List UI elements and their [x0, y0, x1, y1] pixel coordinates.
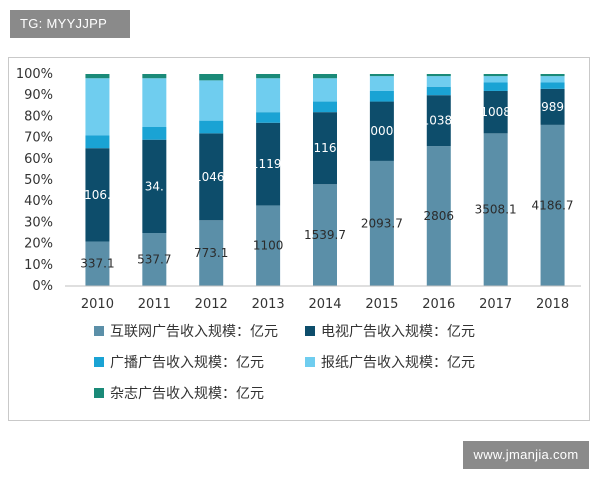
bar-segment-2012-s2 [199, 133, 224, 221]
chart-frame: 0% 10% 20% 30% 40% 50% 60% 70% 80% 90% 100% 337.1 10… [8, 57, 590, 421]
bar-segment-2017-s4 [483, 76, 508, 83]
data-label-2016-s1: 2806 [424, 209, 455, 223]
bar-segment-2011-s2 [142, 139, 167, 233]
data-label-2017-s2: 1008 [480, 105, 511, 119]
data-label-2010-s1: 337.1 [80, 257, 114, 271]
y-tick-label: 50% [24, 173, 53, 188]
data-label-2014-s1: 1539.7 [304, 228, 346, 242]
bar-segment-2011-s3 [142, 127, 167, 140]
data-label-2018-s2: 989 [541, 100, 564, 114]
bar-segment-2012-s5 [199, 74, 224, 81]
bar-segment-2018-s1 [540, 124, 565, 286]
bar-segment-2017-s5 [483, 74, 508, 77]
x-tick-label: 2018 [536, 297, 569, 312]
bar-segment-2013-s5 [256, 74, 281, 79]
x-tick-label: 2015 [365, 297, 398, 312]
bar-segment-2018-s5 [540, 74, 565, 77]
bar-segment-2015-s1 [369, 160, 394, 286]
bar-segment-2010-s5 [85, 74, 110, 79]
bar-segment-2014-s3 [313, 101, 337, 113]
data-label-2017-s1: 3508.1 [475, 203, 517, 217]
watermark-tg: TG: MYYJJPP [10, 10, 130, 38]
y-tick-label: 70% [24, 131, 53, 146]
bar-segment-2016-s2 [426, 95, 451, 147]
bar-segment-2017-s1 [483, 133, 508, 286]
data-label-2012-s1: 773.1 [194, 246, 228, 260]
bar-segment-2018-s4 [540, 76, 565, 83]
y-tick-label: 90% [24, 88, 53, 103]
bar-segment-2018-s2 [540, 88, 565, 125]
bar-segment-2010-s3 [85, 135, 110, 149]
data-label-2016-s2: 1038. [422, 114, 456, 128]
bar-segment-2016-s3 [426, 86, 451, 96]
x-tick-label: 2011 [138, 297, 171, 312]
bar-segment-2011-s4 [142, 78, 167, 127]
watermark-site: www.jmanjia.com [463, 441, 589, 469]
legend-label-s2: 电视广告收入规模：亿元 [321, 324, 475, 340]
x-tick-label: 2013 [252, 297, 285, 312]
data-label-2012-s2: 1046. [194, 170, 228, 184]
y-tick-label: 60% [24, 152, 53, 167]
y-tick-label: 80% [24, 109, 53, 124]
bar-segment-2012-s1 [199, 220, 224, 286]
x-tick-label: 2016 [422, 297, 455, 312]
legend-swatch-s4 [305, 357, 315, 367]
bar-segment-2017-s3 [483, 82, 508, 91]
x-tick-label: 2012 [195, 297, 228, 312]
bar-segment-2010-s4 [85, 78, 110, 136]
legend-swatch-s1 [94, 326, 104, 336]
x-tick-label: 2010 [81, 297, 114, 312]
bar-segment-2013-s4 [256, 78, 281, 113]
legend-swatch-s2 [305, 326, 315, 336]
bar-segment-2012-s3 [199, 120, 224, 134]
y-tick-label: 100% [16, 67, 53, 82]
bar-segment-2015-s5 [369, 74, 394, 77]
data-label-2011-s1: 537.7 [137, 253, 171, 267]
bar-segment-2011-s1 [142, 233, 167, 286]
legend-label-s1: 互联网广告收入规模：亿元 [110, 324, 278, 340]
bar-segment-2013-s3 [256, 112, 281, 123]
y-tick-label: 30% [24, 215, 53, 230]
bar-segment-2014-s2 [313, 112, 337, 185]
x-tick-label: 2014 [308, 297, 341, 312]
bar-segment-2014-s5 [313, 74, 337, 79]
y-tick-label: 40% [24, 194, 53, 209]
bar-segment-2010-s2 [85, 148, 110, 242]
data-label-2015-s2: 000 [370, 124, 393, 138]
bar-segment-2012-s4 [199, 80, 224, 121]
data-label-2011-s2: 34. [145, 179, 164, 193]
legend-label-s5: 杂志广告收入规模：亿元 [110, 386, 264, 402]
bar-segment-2015-s4 [369, 76, 394, 91]
legend-swatch-s5 [94, 388, 104, 398]
legend-label-s4: 报纸广告收入规模：亿元 [321, 355, 475, 371]
bar-segment-2013-s1 [256, 205, 281, 286]
bar-segment-2010-s1 [85, 241, 110, 286]
bar-segment-2016-s5 [426, 74, 451, 77]
bar-segment-2013-s2 [256, 122, 281, 206]
legend-swatch-s3 [94, 357, 104, 367]
bar-segment-2018-s3 [540, 82, 565, 89]
data-label-2013-s2: 1119. [251, 157, 285, 171]
data-label-2010-s2: 106. [84, 188, 111, 202]
data-label-2013-s1: 1100 [253, 239, 284, 253]
bar-segment-2017-s2 [483, 90, 508, 134]
bar-segment-2011-s5 [142, 74, 167, 79]
legend-label-s3: 广播广告收入规模：亿元 [110, 355, 264, 371]
data-label-2018-s1: 4186.7 [532, 198, 574, 212]
x-tick-label: 2017 [479, 297, 512, 312]
bar-segment-2015-s3 [369, 90, 394, 102]
bar-segment-2016-s1 [426, 146, 451, 286]
data-label-2015-s1: 2093.7 [361, 216, 403, 230]
bar-segment-2015-s2 [369, 101, 394, 161]
stacked-percent-bar-chart: 0% 10% 20% 30% 40% 50% 60% 70% 80% 90% 100% 337.1 10… [16, 67, 581, 402]
bar-segment-2014-s1 [313, 184, 337, 286]
y-tick-label: 20% [24, 237, 53, 252]
bar-segment-2016-s4 [426, 76, 451, 87]
data-label-2014-s2: 116 [314, 141, 337, 155]
bar-segment-2014-s4 [313, 78, 337, 102]
y-tick-label: 10% [24, 258, 53, 273]
y-tick-label: 0% [32, 279, 53, 294]
